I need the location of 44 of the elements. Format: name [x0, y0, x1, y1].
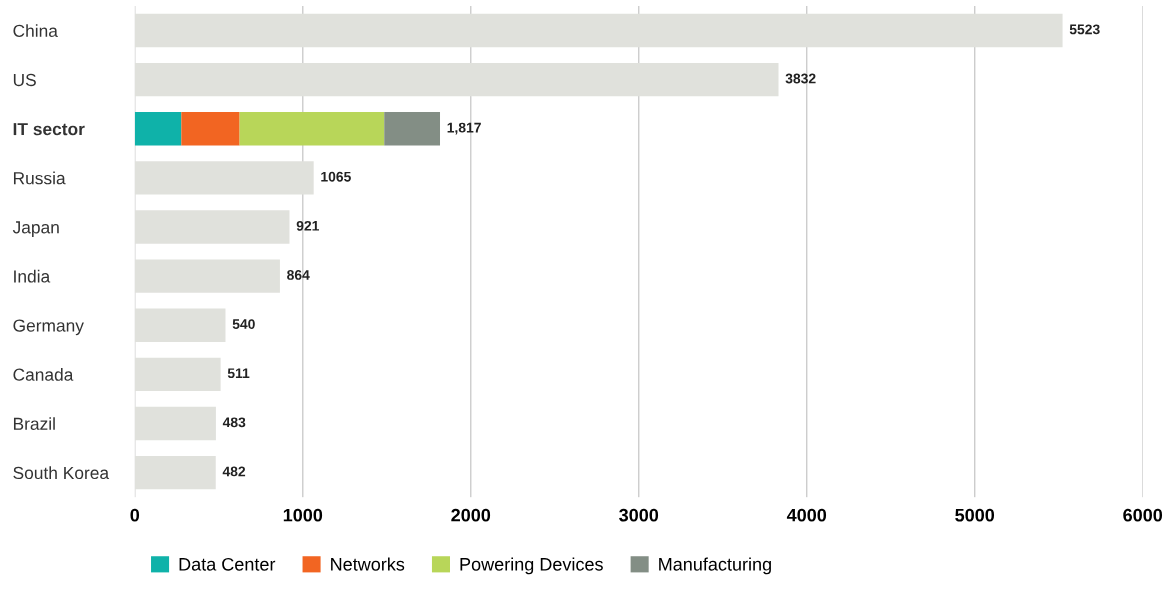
total-label: 921	[296, 220, 319, 231]
bar	[181, 112, 240, 146]
y-tick-label: Russia	[13, 171, 66, 185]
bar	[134, 259, 280, 293]
y-tick-label: Germany	[13, 319, 84, 336]
y-tick-label: US	[13, 73, 36, 87]
total-label: 511	[227, 368, 250, 379]
x-tick-label: 5000	[955, 508, 995, 522]
bar	[384, 112, 441, 146]
x-tick-label: 1000	[283, 508, 323, 522]
y-tick-label: India	[14, 269, 51, 283]
bar	[134, 406, 216, 441]
y-tick-label: Canada	[13, 368, 74, 381]
x-tick-label: 0	[130, 508, 140, 522]
y-tick-label: IT sector	[13, 123, 85, 136]
total-label: 3832	[785, 73, 816, 84]
x-tick-label: 3000	[619, 508, 659, 522]
total-label: 1065	[321, 171, 351, 182]
bar	[134, 13, 1063, 48]
total-label: 5523	[1069, 24, 1100, 35]
legend-label: Powering Devices	[460, 557, 603, 575]
y-tick-label: South Korea	[13, 466, 110, 480]
total-label: 482	[222, 466, 246, 477]
bar	[134, 161, 314, 195]
legend-label: Manufacturing	[659, 557, 771, 575]
total-label: 540	[232, 319, 255, 329]
total-label: 483	[222, 417, 246, 428]
y-tick-label: China	[13, 24, 58, 38]
bar	[134, 112, 182, 146]
y-tick-label: Brazil	[13, 417, 55, 430]
y-tick-label: Japan	[12, 221, 59, 237]
legend-label: Data Center	[179, 557, 276, 571]
total-label: 1,817	[447, 122, 481, 135]
bar	[134, 62, 779, 97]
legend-label: Networks	[331, 557, 405, 571]
bar	[134, 210, 290, 244]
bar	[134, 455, 216, 490]
x-tick-label: 4000	[786, 508, 827, 522]
x-tick-label: 6000	[1123, 508, 1163, 522]
bar	[134, 308, 226, 342]
total-label: 864	[287, 270, 310, 280]
x-tick-label: 2000	[451, 508, 491, 522]
bar	[239, 112, 385, 146]
bar	[134, 357, 221, 392]
